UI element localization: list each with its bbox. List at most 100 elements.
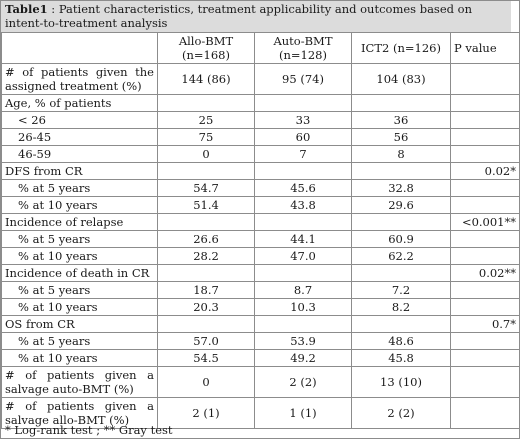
- table-row: OS from CR 0.7*: [1, 315, 520, 333]
- cell-ict2: 45.8: [351, 349, 451, 367]
- cell-allo: [157, 162, 255, 180]
- cell-allo: 26.6: [157, 230, 255, 248]
- row-label: % at 10 years: [1, 298, 158, 316]
- table-row: # of patients given a salvage auto-BMT (…: [1, 366, 520, 398]
- row-label: 26-45: [1, 128, 158, 146]
- cell-ict2: 2 (2): [351, 397, 451, 429]
- cell-auto: 1 (1): [254, 397, 352, 429]
- header-ict2: ICT2 (n=126): [351, 32, 451, 64]
- cell-ict2: 56: [351, 128, 451, 146]
- cell-auto: 60: [254, 128, 352, 146]
- caption-label: Table1: [5, 2, 48, 16]
- cell-allo: [157, 94, 255, 112]
- cell-pvalue: [450, 196, 520, 214]
- cell-pvalue: 0.02**: [450, 264, 520, 282]
- table-footnote: * Log-rank test ; ** Gray test: [5, 423, 173, 437]
- cell-auto: [254, 264, 352, 282]
- table-row: % at 5 years 57.0 53.9 48.6: [1, 332, 520, 350]
- cell-auto: 33: [254, 111, 352, 129]
- cell-ict2: [351, 213, 451, 231]
- cell-pvalue: [450, 298, 520, 316]
- table-row: % at 10 years 20.3 10.3 8.2: [1, 298, 520, 316]
- table-row: # of patients given a salvage allo-BMT (…: [1, 397, 520, 429]
- cell-auto: 45.6: [254, 179, 352, 197]
- row-label: % at 10 years: [1, 196, 158, 214]
- cell-auto: 8.7: [254, 281, 352, 299]
- row-label: Incidence of relapse: [1, 213, 158, 231]
- cell-pvalue: [450, 281, 520, 299]
- cell-auto: 95 (74): [254, 63, 352, 95]
- row-label: OS from CR: [1, 315, 158, 333]
- table-caption: Table1 : Patient characteristics, treatm…: [1, 1, 511, 32]
- cell-pvalue: [450, 128, 520, 146]
- cell-pvalue: [450, 63, 520, 95]
- table-row: 46-59 0 7 8: [1, 145, 520, 163]
- header-allo: Allo-BMT (n=168): [157, 32, 255, 64]
- row-label: 46-59: [1, 145, 158, 163]
- cell-pvalue: [450, 332, 520, 350]
- row-label: % at 10 years: [1, 349, 158, 367]
- table-row: % at 5 years 54.7 45.6 32.8: [1, 179, 520, 197]
- row-label: % at 5 years: [1, 332, 158, 350]
- table-row: % at 10 years 54.5 49.2 45.8: [1, 349, 520, 367]
- cell-ict2: 13 (10): [351, 366, 451, 398]
- table-row: % at 10 years 51.4 43.8 29.6: [1, 196, 520, 214]
- cell-allo: 0: [157, 366, 255, 398]
- row-label: DFS from CR: [1, 162, 158, 180]
- header-row: Allo-BMT (n=168) Auto-BMT (n=128) ICT2 (…: [1, 32, 520, 64]
- cell-allo: 54.7: [157, 179, 255, 197]
- cell-ict2: [351, 315, 451, 333]
- cell-auto: 7: [254, 145, 352, 163]
- table-row: Age, % of patients: [1, 94, 520, 112]
- table-row: < 26 25 33 36: [1, 111, 520, 129]
- cell-pvalue: [450, 145, 520, 163]
- row-label: # of patients given a salvage allo-BMT (…: [1, 397, 158, 429]
- cell-pvalue: 0.7*: [450, 315, 520, 333]
- cell-pvalue: [450, 247, 520, 265]
- cell-allo: 75: [157, 128, 255, 146]
- row-label: # of patients given a salvage auto-BMT (…: [1, 366, 158, 398]
- cell-auto: [254, 213, 352, 231]
- cell-allo: 18.7: [157, 281, 255, 299]
- cell-allo: [157, 315, 255, 333]
- cell-auto: 53.9: [254, 332, 352, 350]
- row-label: Age, % of patients: [1, 94, 158, 112]
- table-row: % at 5 years 26.6 44.1 60.9: [1, 230, 520, 248]
- cell-auto: 2 (2): [254, 366, 352, 398]
- cell-allo: 2 (1): [157, 397, 255, 429]
- cell-ict2: 62.2: [351, 247, 451, 265]
- cell-ict2: [351, 162, 451, 180]
- cell-allo: 51.4: [157, 196, 255, 214]
- cell-pvalue: [450, 349, 520, 367]
- cell-ict2: 60.9: [351, 230, 451, 248]
- header-blank: [1, 32, 158, 64]
- cell-auto: [254, 162, 352, 180]
- row-label: Incidence of death in CR: [1, 264, 158, 282]
- table-row: Incidence of relapse <0.001**: [1, 213, 520, 231]
- cell-pvalue: [450, 397, 520, 429]
- table-row: Incidence of death in CR 0.02**: [1, 264, 520, 282]
- row-label: % at 5 years: [1, 230, 158, 248]
- cell-allo: [157, 213, 255, 231]
- cell-pvalue: [450, 366, 520, 398]
- caption-text: : Patient characteristics, treatment app…: [5, 2, 472, 30]
- cell-pvalue: [450, 111, 520, 129]
- cell-auto: 49.2: [254, 349, 352, 367]
- cell-auto: 44.1: [254, 230, 352, 248]
- cell-allo: [157, 264, 255, 282]
- row-label: # of patients given the assigned treatme…: [1, 63, 158, 95]
- results-table: Allo-BMT (n=168) Auto-BMT (n=128) ICT2 (…: [1, 32, 520, 429]
- cell-allo: 54.5: [157, 349, 255, 367]
- cell-auto: [254, 315, 352, 333]
- cell-ict2: [351, 94, 451, 112]
- cell-allo: 144 (86): [157, 63, 255, 95]
- row-label: < 26: [1, 111, 158, 129]
- cell-ict2: [351, 264, 451, 282]
- cell-allo: 0: [157, 145, 255, 163]
- cell-ict2: 8.2: [351, 298, 451, 316]
- cell-pvalue: 0.02*: [450, 162, 520, 180]
- cell-pvalue: [450, 179, 520, 197]
- cell-auto: 47.0: [254, 247, 352, 265]
- cell-auto: [254, 94, 352, 112]
